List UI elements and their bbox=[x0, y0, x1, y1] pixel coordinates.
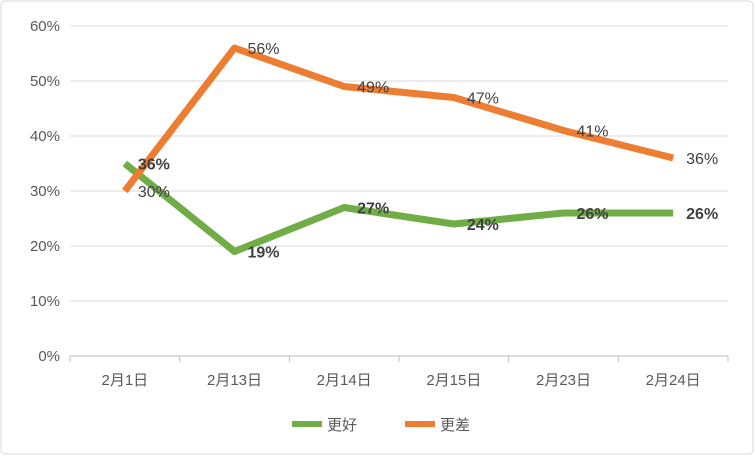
y-tick-label: 60% bbox=[30, 18, 60, 35]
data-label: 26% bbox=[686, 206, 718, 223]
y-tick-label: 40% bbox=[30, 128, 60, 145]
data-label: 19% bbox=[248, 245, 280, 262]
data-label: 30% bbox=[138, 184, 170, 201]
x-tick-label: 2月15日 bbox=[426, 372, 481, 389]
series-line-0 bbox=[122, 160, 674, 255]
y-tick-label: 50% bbox=[30, 73, 60, 90]
x-tick-label: 2月24日 bbox=[646, 372, 701, 389]
data-label: 27% bbox=[357, 201, 389, 218]
legend-label: 更差 bbox=[440, 417, 470, 434]
data-label: 56% bbox=[248, 41, 280, 58]
y-tick-label: 20% bbox=[30, 238, 60, 255]
data-label: 47% bbox=[467, 91, 499, 108]
data-label: 41% bbox=[577, 124, 609, 141]
series-line-1 bbox=[122, 44, 675, 194]
y-tick-label: 30% bbox=[30, 183, 60, 200]
x-tick-label: 2月13日 bbox=[207, 372, 262, 389]
data-label: 26% bbox=[577, 206, 609, 223]
data-label: 24% bbox=[467, 217, 499, 234]
data-label: 49% bbox=[357, 80, 389, 97]
x-tick-label: 2月23日 bbox=[536, 372, 591, 389]
x-tick-label: 2月14日 bbox=[317, 372, 372, 389]
y-tick-label: 10% bbox=[30, 293, 60, 310]
data-label: 36% bbox=[686, 151, 718, 168]
x-tick-label: 2月1日 bbox=[101, 372, 148, 389]
data-label: 36% bbox=[138, 157, 170, 174]
legend-label: 更好 bbox=[327, 417, 357, 434]
y-tick-label: 0% bbox=[38, 348, 60, 365]
